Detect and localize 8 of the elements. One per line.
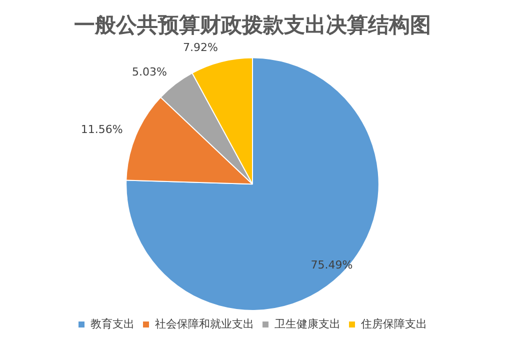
data-label: 7.92%	[182, 40, 218, 54]
data-label: 11.56%	[80, 123, 123, 136]
data-label: 5.03%	[132, 66, 167, 79]
chart-title: 一般公共预算财政拨款支出决算结构图	[74, 13, 431, 38]
legend-label: 教育支出	[90, 317, 134, 330]
legend-label: 住房保障支出	[361, 317, 427, 330]
legend-label: 社会保障和就业支出	[155, 317, 254, 330]
legend-label: 卫生健康支出	[274, 317, 340, 330]
